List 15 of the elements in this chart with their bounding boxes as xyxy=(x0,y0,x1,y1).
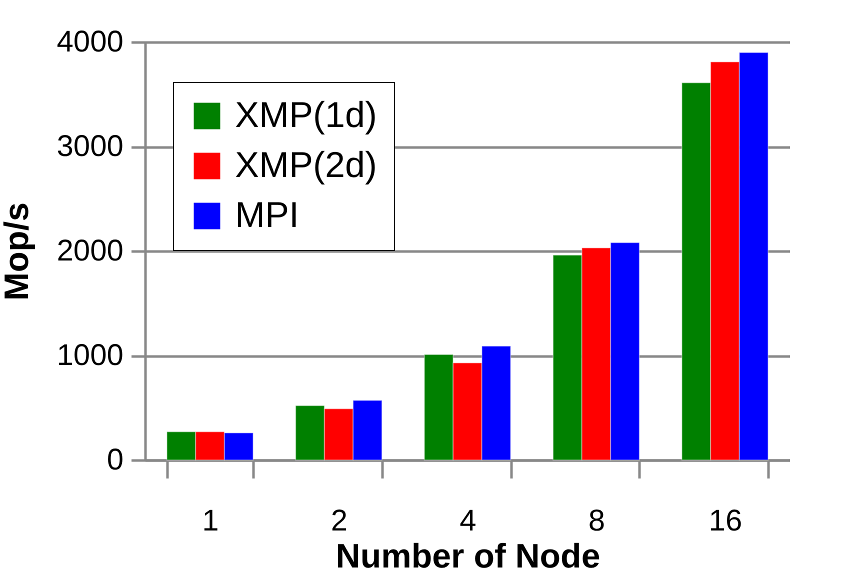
y-axis-title: Mop/s xyxy=(0,202,36,301)
x-tick-label: 2 xyxy=(330,504,348,538)
x-tick-label: 1 xyxy=(202,504,219,538)
legend-label: XMP(2d) xyxy=(235,144,378,185)
y-tick-label: 3000 xyxy=(56,130,124,163)
y-tick-label: 1000 xyxy=(56,339,124,372)
legend-label: MPI xyxy=(235,194,300,235)
y-tick-label: 2000 xyxy=(56,234,124,268)
x-tick-label: 4 xyxy=(460,504,476,538)
x-tick-label: 16 xyxy=(708,504,742,538)
y-tick-label: 4000 xyxy=(56,26,124,58)
x-tick-label: 8 xyxy=(588,504,606,538)
y-tick-label: 0 xyxy=(106,444,124,476)
x-axis-title: Number of Node xyxy=(336,538,600,576)
legend-label: XMP(1d) xyxy=(235,94,378,135)
